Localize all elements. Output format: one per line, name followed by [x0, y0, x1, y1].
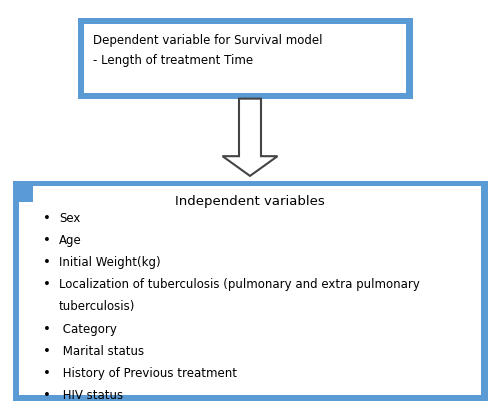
Text: Dependent variable for Survival model: Dependent variable for Survival model: [93, 34, 322, 47]
FancyBboxPatch shape: [78, 18, 412, 99]
Text: HIV status: HIV status: [59, 389, 123, 402]
Text: Initial Weight(kg): Initial Weight(kg): [59, 256, 160, 269]
Text: Localization of tuberculosis (pulmonary and extra pulmonary: Localization of tuberculosis (pulmonary …: [59, 278, 420, 291]
Text: Sex: Sex: [59, 212, 80, 225]
Text: Category: Category: [59, 323, 117, 336]
Text: •: •: [43, 278, 51, 291]
Text: •: •: [43, 367, 51, 380]
Text: History of Previous treatment: History of Previous treatment: [59, 367, 237, 380]
Text: •: •: [43, 323, 51, 336]
Text: Age: Age: [59, 234, 82, 247]
Text: •: •: [43, 389, 51, 402]
FancyBboxPatch shape: [19, 186, 481, 395]
Text: - Length of treatment Time: - Length of treatment Time: [93, 54, 253, 67]
Polygon shape: [222, 99, 278, 176]
Text: •: •: [43, 234, 51, 247]
Text: •: •: [43, 256, 51, 269]
Text: •: •: [43, 345, 51, 358]
Text: •: •: [43, 212, 51, 225]
FancyBboxPatch shape: [84, 24, 406, 93]
Text: Marital status: Marital status: [59, 345, 144, 358]
FancyBboxPatch shape: [12, 181, 488, 401]
Text: Independent variables: Independent variables: [175, 195, 325, 208]
Text: tuberculosis): tuberculosis): [59, 300, 136, 314]
FancyBboxPatch shape: [19, 186, 33, 202]
